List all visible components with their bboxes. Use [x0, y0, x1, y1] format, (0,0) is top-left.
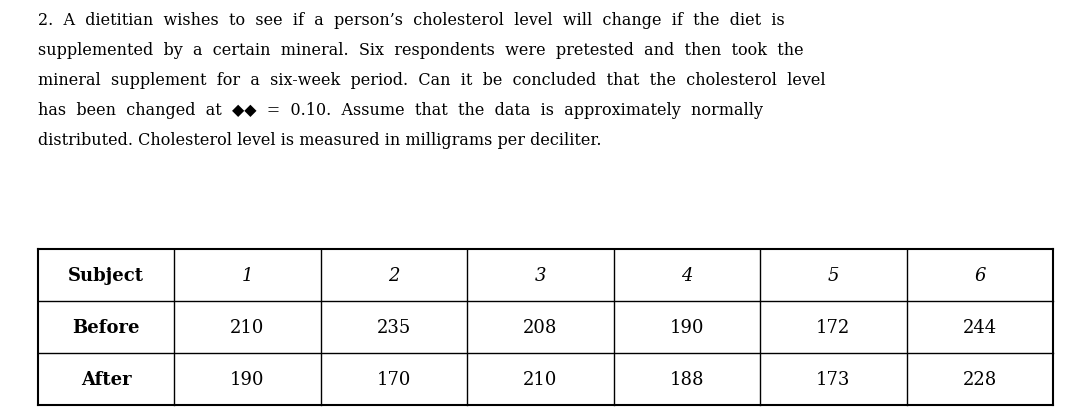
Text: 235: 235 [377, 318, 411, 336]
Text: 2: 2 [388, 267, 400, 285]
Text: has  been  changed  at  ◆◆  =  0.10.  Assume  that  the  data  is  approximately: has been changed at ◆◆ = 0.10. Assume th… [38, 102, 762, 119]
Text: 188: 188 [670, 370, 704, 388]
Text: 172: 172 [816, 318, 850, 336]
Text: 4: 4 [681, 267, 692, 285]
Text: 190: 190 [670, 318, 704, 336]
Text: After: After [81, 370, 132, 388]
Text: 5: 5 [827, 267, 839, 285]
Text: Before: Before [72, 318, 139, 336]
Text: Subject: Subject [68, 267, 144, 285]
Text: 228: 228 [962, 370, 997, 388]
Text: 208: 208 [523, 318, 557, 336]
Text: 1: 1 [242, 267, 253, 285]
Text: 6: 6 [974, 267, 986, 285]
Text: 210: 210 [523, 370, 557, 388]
Text: 3: 3 [535, 267, 546, 285]
Text: supplemented  by  a  certain  mineral.  Six  respondents  were  pretested  and  : supplemented by a certain mineral. Six r… [38, 42, 804, 59]
Text: distributed. Cholesterol level is measured in milligrams per deciliter.: distributed. Cholesterol level is measur… [38, 131, 602, 148]
Text: mineral  supplement  for  a  six-week  period.  Can  it  be  concluded  that  th: mineral supplement for a six-week period… [38, 72, 825, 89]
Text: 170: 170 [377, 370, 411, 388]
Text: 210: 210 [230, 318, 265, 336]
Text: 244: 244 [962, 318, 997, 336]
Text: 190: 190 [230, 370, 265, 388]
Text: 173: 173 [816, 370, 850, 388]
Text: 2.  A  dietitian  wishes  to  see  if  a  person’s  cholesterol  level  will  ch: 2. A dietitian wishes to see if a person… [38, 12, 784, 29]
